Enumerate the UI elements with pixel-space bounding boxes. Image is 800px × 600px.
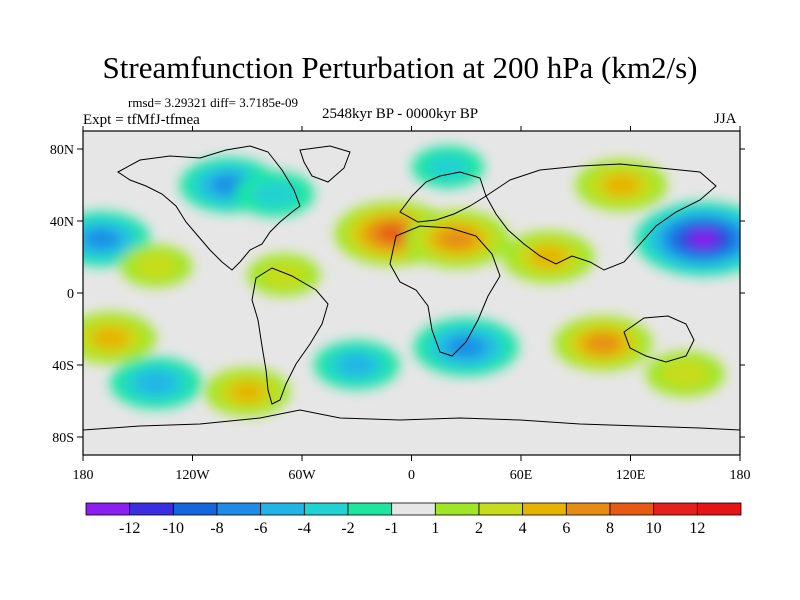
colorbar-label: -12 bbox=[119, 520, 140, 537]
field-band bbox=[250, 180, 299, 208]
field-band bbox=[228, 381, 266, 403]
colorbar-swatch bbox=[653, 502, 698, 516]
field-band bbox=[689, 231, 718, 247]
lon-tick-label: 120E bbox=[616, 468, 646, 483]
season-label: JJA bbox=[714, 111, 737, 127]
colorbar-swatch bbox=[696, 502, 742, 516]
colorbar-label: -8 bbox=[210, 520, 223, 537]
coast-asia bbox=[485, 163, 717, 271]
lat-tick-label: 0 bbox=[67, 287, 74, 302]
colorbar-label: 2 bbox=[475, 520, 483, 537]
field-band bbox=[134, 253, 178, 279]
coastlines bbox=[83, 145, 740, 431]
coast-africa bbox=[389, 225, 501, 357]
coast-north-america bbox=[117, 145, 301, 271]
colorbar-label: -10 bbox=[163, 520, 184, 537]
colorbar-label: 12 bbox=[689, 520, 705, 537]
field-band bbox=[528, 245, 569, 269]
stats-label: rmsd= 3.29321 diff= 3.7185e-09 bbox=[128, 95, 299, 110]
colorbar-swatch bbox=[522, 502, 567, 516]
field-band bbox=[426, 154, 470, 180]
field-band bbox=[261, 262, 306, 288]
lat-tick-label: 40S bbox=[52, 359, 74, 374]
colorbar-swatch bbox=[609, 502, 655, 516]
lon-tick-label: 60W bbox=[288, 468, 316, 483]
map-title: Streamfunction Perturbation at 200 hPa (… bbox=[102, 50, 698, 85]
lon-tick-label: 120W bbox=[175, 468, 210, 483]
colorbar-swatch bbox=[434, 502, 480, 516]
lon-tick-label: 60E bbox=[510, 468, 533, 483]
contour-fields bbox=[83, 145, 740, 417]
colorbar-label: -4 bbox=[298, 520, 311, 537]
coast-antarctica bbox=[83, 409, 740, 431]
field-band bbox=[136, 371, 176, 395]
colorbar-swatch bbox=[129, 502, 174, 516]
lon-tick-label: 0 bbox=[408, 468, 415, 483]
field-band bbox=[448, 337, 484, 357]
colorbar-label: 10 bbox=[646, 520, 662, 537]
period-label: 2548kyr BP - 0000kyr BP bbox=[322, 106, 479, 122]
axis-ticks: 180 120W 60W 0 60E 120E 180 80N 40N 0 40S 80S bbox=[50, 126, 751, 483]
colorbar-label: -1 bbox=[385, 520, 398, 537]
field-band bbox=[84, 229, 118, 249]
lat-tick-label: 40N bbox=[50, 215, 74, 230]
colorbar-label: 4 bbox=[519, 520, 527, 537]
coast-greenland bbox=[299, 145, 351, 183]
lat-tick-label: 80S bbox=[52, 431, 74, 446]
colorbar-label: -6 bbox=[254, 520, 267, 537]
colorbar-swatch bbox=[478, 502, 524, 516]
colorbar-label: -2 bbox=[341, 520, 354, 537]
colorbar-swatch bbox=[565, 502, 611, 516]
lon-tick-label: 180 bbox=[73, 468, 94, 483]
coast-europe bbox=[399, 171, 487, 223]
lat-tick-label: 80N bbox=[50, 143, 74, 158]
coast-australia bbox=[623, 315, 695, 363]
colorbar-swatch bbox=[85, 502, 131, 516]
lon-tick-label: 180 bbox=[730, 468, 751, 483]
colorbar-label: 8 bbox=[606, 520, 614, 537]
experiment-label: Expt = tfMfJ-tfmea bbox=[83, 112, 200, 128]
field-band bbox=[90, 326, 131, 350]
colorbar-swatch bbox=[347, 502, 393, 516]
colorbar-label: 6 bbox=[562, 520, 570, 537]
map-plot-area bbox=[83, 131, 740, 455]
field-band bbox=[586, 334, 620, 353]
colorbar: -12 -10 -8 -6 -4 -2 -1 1 2 4 6 8 10 12 bbox=[85, 502, 742, 537]
colorbar-swatch bbox=[260, 502, 305, 516]
colorbar-label: 1 bbox=[431, 520, 439, 537]
field-band bbox=[377, 224, 410, 243]
field-band bbox=[661, 360, 710, 388]
colorbar-swatch bbox=[391, 502, 436, 516]
field-band bbox=[338, 354, 376, 376]
colorbar-swatch bbox=[172, 502, 218, 516]
colorbar-swatch bbox=[303, 502, 349, 516]
field-band bbox=[601, 173, 642, 197]
coast-south-america bbox=[251, 267, 329, 405]
colorbar-swatch bbox=[216, 502, 262, 516]
field-band bbox=[439, 229, 475, 249]
